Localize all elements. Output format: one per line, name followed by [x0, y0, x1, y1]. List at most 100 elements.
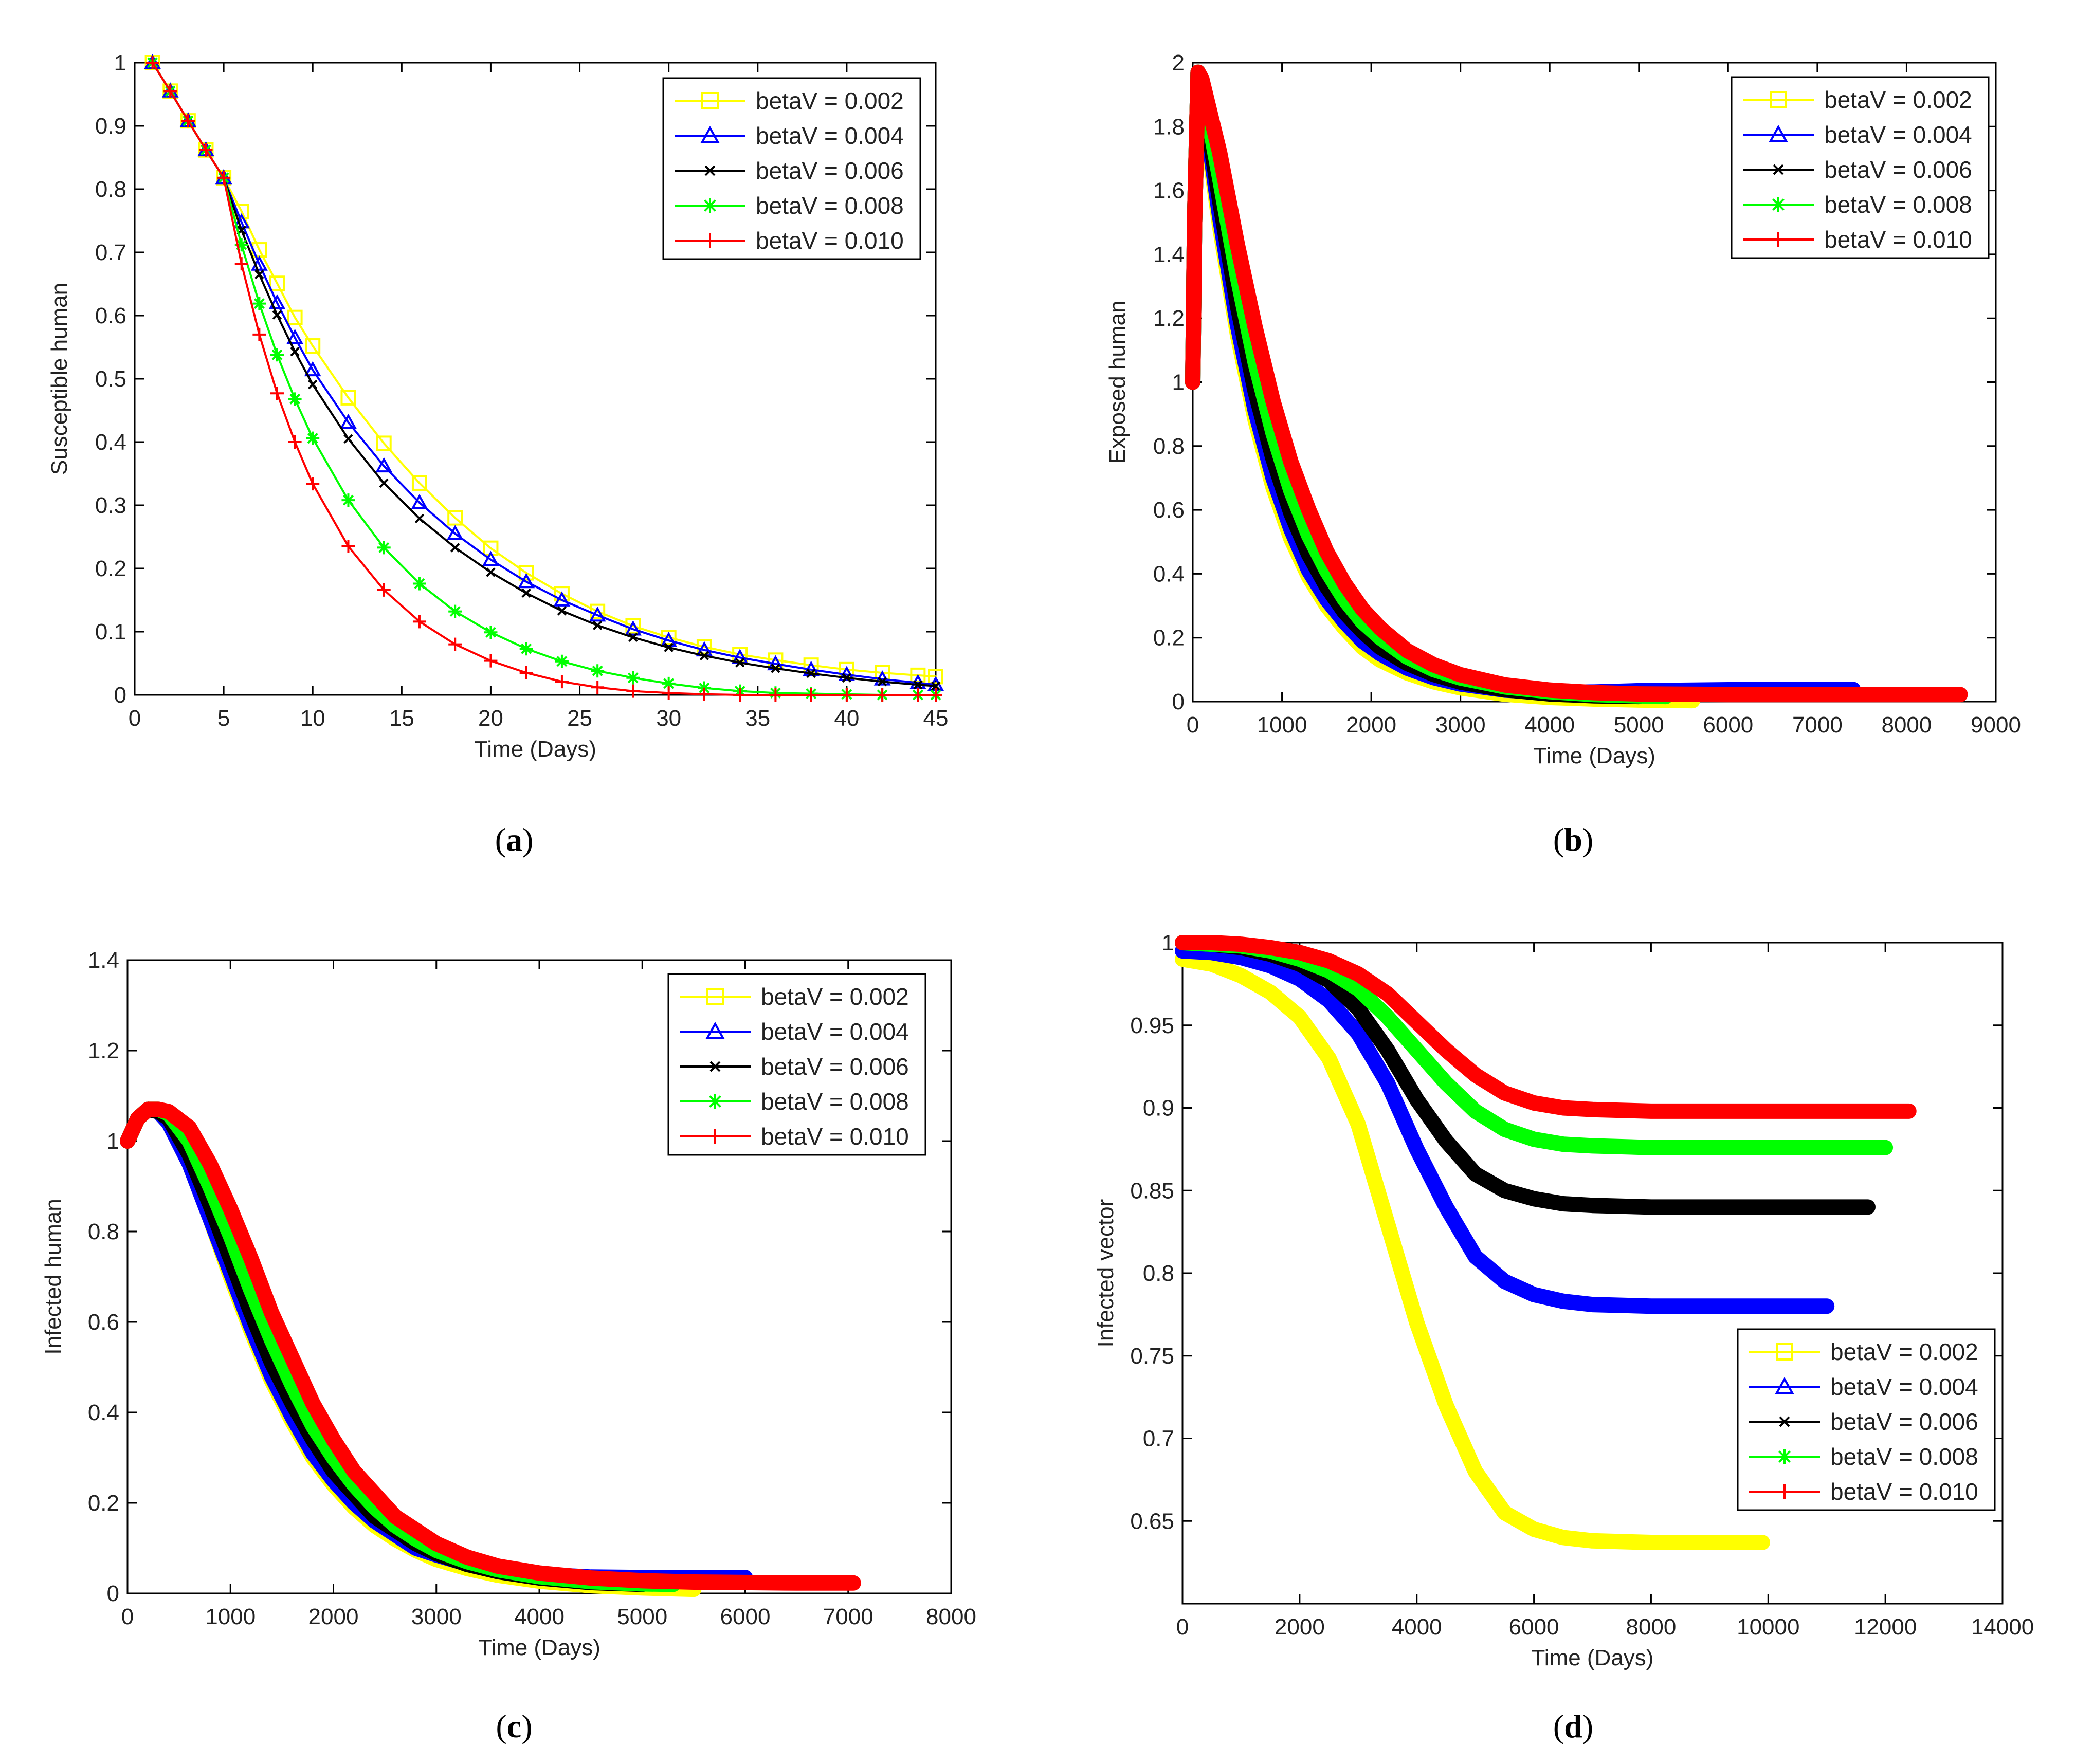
marker	[589, 606, 606, 622]
caption-letter: b	[1564, 821, 1582, 858]
marker	[340, 390, 356, 406]
marker	[769, 688, 782, 702]
x-tick-label: 3000	[411, 1604, 462, 1629]
marker	[482, 550, 499, 566]
legend-label: betaV = 0.010	[761, 1123, 909, 1150]
y-tick-label: 1	[1162, 930, 1174, 956]
marker	[705, 1021, 725, 1039]
y-tick-label: 1.6	[1153, 178, 1185, 204]
x-tick-label: 10	[300, 706, 325, 731]
marker	[288, 392, 302, 406]
y-tick-label: 0.85	[1130, 1178, 1174, 1203]
panel-caption: (c)	[496, 1708, 532, 1744]
x-tick-label: 30	[656, 706, 681, 731]
y-tick-label: 1	[114, 50, 126, 76]
caption-paren-close: )	[1582, 1708, 1593, 1744]
marker	[446, 525, 464, 540]
marker	[181, 114, 195, 128]
series-line	[1175, 943, 1835, 1314]
legend-entry: betaV = 0.006	[1743, 156, 1972, 183]
marker	[702, 198, 718, 213]
marker	[1771, 232, 1786, 247]
y-tick-label: 0.4	[95, 430, 126, 455]
legend-entry: betaV = 0.010	[675, 227, 904, 254]
caption-paren-open: (	[495, 821, 506, 858]
marker	[697, 687, 711, 701]
y-tick-label: 0.2	[1153, 626, 1185, 651]
x-tick-label: 5	[217, 706, 230, 731]
y-tick-label: 0.2	[95, 556, 126, 581]
marker	[411, 493, 428, 509]
y-tick-label: 0.6	[95, 303, 126, 328]
legend-entry: betaV = 0.004	[1749, 1373, 1978, 1400]
y-tick-label: 1	[107, 1129, 119, 1154]
x-tick-label: 20	[478, 706, 503, 731]
marker	[377, 541, 391, 555]
marker	[1770, 91, 1787, 108]
series-0010	[1175, 935, 1917, 1119]
caption-letter: a	[506, 821, 522, 858]
marker	[145, 56, 159, 69]
marker	[704, 165, 716, 176]
marker	[411, 475, 427, 491]
marker	[625, 620, 642, 636]
legend-label: betaV = 0.006	[756, 157, 904, 184]
marker	[1775, 1376, 1794, 1394]
legend-entry: betaV = 0.006	[680, 1053, 909, 1080]
legend-entry: betaV = 0.008	[1743, 191, 1972, 218]
x-tick-label: 12000	[1854, 1614, 1917, 1640]
marker	[377, 583, 391, 597]
series-0010	[145, 56, 942, 702]
x-tick-label: 5000	[1614, 712, 1664, 738]
marker	[234, 238, 248, 252]
marker	[842, 673, 852, 683]
marker	[1777, 1449, 1792, 1464]
marker	[268, 294, 286, 309]
marker	[591, 681, 605, 694]
marker	[518, 565, 534, 581]
marker	[660, 632, 678, 647]
marker	[591, 664, 605, 678]
legend-label: betaV = 0.002	[761, 983, 909, 1010]
y-axis-label: Susceptible human	[47, 283, 72, 475]
legend-entry: betaV = 0.002	[1743, 86, 1972, 113]
x-tick-label: 4000	[1392, 1614, 1442, 1640]
marker	[929, 688, 942, 702]
marker	[519, 642, 533, 656]
marker	[735, 658, 745, 668]
marker	[518, 573, 535, 589]
x-tick-label: 6000	[1509, 1614, 1559, 1640]
marker	[662, 676, 676, 690]
marker	[662, 686, 676, 700]
marker	[1776, 1343, 1793, 1361]
panel-caption: (a)	[495, 821, 534, 858]
marker	[234, 257, 248, 271]
marker	[771, 664, 780, 673]
marker	[341, 493, 355, 507]
panel-caption: (b)	[1553, 821, 1593, 858]
caption-paren-close: )	[522, 821, 533, 858]
marker	[486, 567, 496, 577]
series-line	[120, 1101, 861, 1591]
legend-entry: betaV = 0.002	[1749, 1338, 1978, 1365]
marker	[911, 688, 925, 702]
series-0010	[120, 1101, 861, 1591]
y-tick-label: 0.95	[1130, 1013, 1174, 1038]
marker	[290, 346, 300, 357]
y-tick-label: 0.6	[1153, 498, 1185, 523]
marker	[1779, 1416, 1790, 1427]
y-tick-label: 0.3	[95, 493, 126, 518]
y-tick-label: 0	[1172, 689, 1185, 714]
legend-entry: betaV = 0.002	[680, 983, 909, 1010]
x-tick-label: 4000	[514, 1604, 565, 1629]
x-tick-label: 0	[1176, 1614, 1189, 1640]
caption-letter: d	[1564, 1708, 1582, 1744]
y-tick-label: 0.8	[95, 177, 126, 202]
marker	[876, 688, 889, 702]
x-tick-label: 5000	[617, 1604, 667, 1629]
x-tick-label: 1000	[205, 1604, 256, 1629]
legend-entry: betaV = 0.006	[675, 157, 904, 184]
x-tick-label: 2000	[1346, 712, 1396, 738]
marker	[709, 1061, 721, 1072]
y-tick-label: 0.65	[1130, 1509, 1174, 1534]
